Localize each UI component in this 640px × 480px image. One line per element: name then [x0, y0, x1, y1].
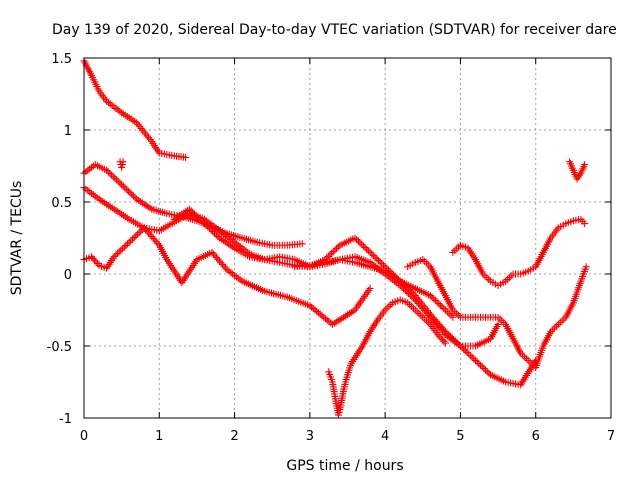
series-arc-9 [325, 296, 449, 419]
data-points [170, 205, 457, 321]
x-tick-label: 3 [306, 429, 314, 444]
y-tick-label: 0.5 [51, 196, 72, 211]
series-arc-6 [170, 205, 457, 321]
x-axis-label: GPS time / hours [286, 458, 403, 474]
series-arc-8 [566, 158, 589, 183]
grid-layer [84, 58, 611, 418]
x-tick-label: 6 [532, 429, 540, 444]
chart-title: Day 139 of 2020, Sidereal Day-to-day VTE… [52, 22, 617, 38]
ticks-layer: 0 1 2 3 4 5 6 7 -1 -0.5 0 0.5 1 1.5 [47, 52, 616, 444]
data-points [566, 158, 589, 183]
series-arc-10 [404, 256, 590, 372]
x-tick-label: 2 [230, 429, 238, 444]
plot-frame [83, 57, 612, 419]
y-axis-label: SDTVAR / TECUs [9, 181, 25, 296]
series-arc-3 [80, 161, 306, 249]
data-points [325, 296, 449, 419]
series-arc-11 [291, 253, 502, 350]
data-points [116, 158, 127, 171]
data-points [449, 215, 589, 289]
data-points [291, 253, 502, 350]
series-arc-1 [80, 57, 190, 161]
data-points [80, 161, 306, 249]
y-tick-label: -0.5 [47, 340, 72, 355]
series-arc-2 [116, 158, 127, 171]
data-points [404, 256, 590, 372]
x-tick-label: 1 [155, 429, 163, 444]
y-tick-label: 0 [64, 268, 72, 283]
x-tick-label: 0 [80, 429, 88, 444]
y-tick-label: 1 [64, 124, 72, 139]
y-tick-label: 1.5 [51, 52, 72, 67]
series-arc-7 [449, 215, 589, 289]
x-tick-label: 7 [607, 429, 615, 444]
x-tick-label: 4 [381, 429, 389, 444]
data-points [80, 57, 190, 161]
x-tick-label: 5 [456, 429, 464, 444]
data-layer [80, 57, 590, 419]
y-tick-label: -1 [59, 412, 72, 427]
